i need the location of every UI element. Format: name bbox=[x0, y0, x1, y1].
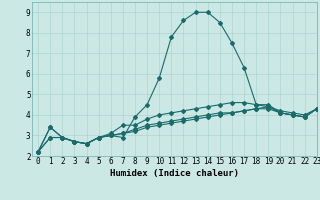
X-axis label: Humidex (Indice chaleur): Humidex (Indice chaleur) bbox=[110, 169, 239, 178]
